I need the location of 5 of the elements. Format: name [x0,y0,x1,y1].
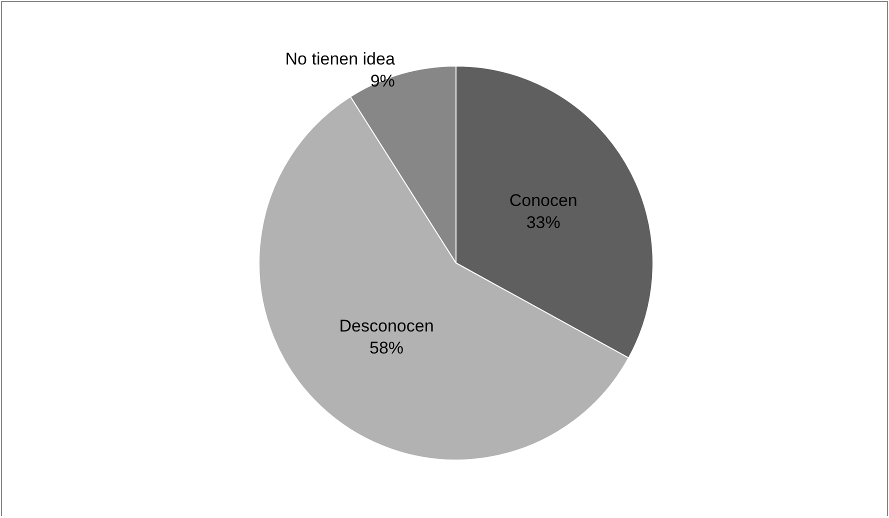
data-label: 33% [526,212,560,232]
data-label: 58% [370,338,404,358]
slice-label: Conocen [509,190,578,210]
slice-label: No tienen idea [285,49,396,68]
slice-label: Desconocen [339,316,434,336]
